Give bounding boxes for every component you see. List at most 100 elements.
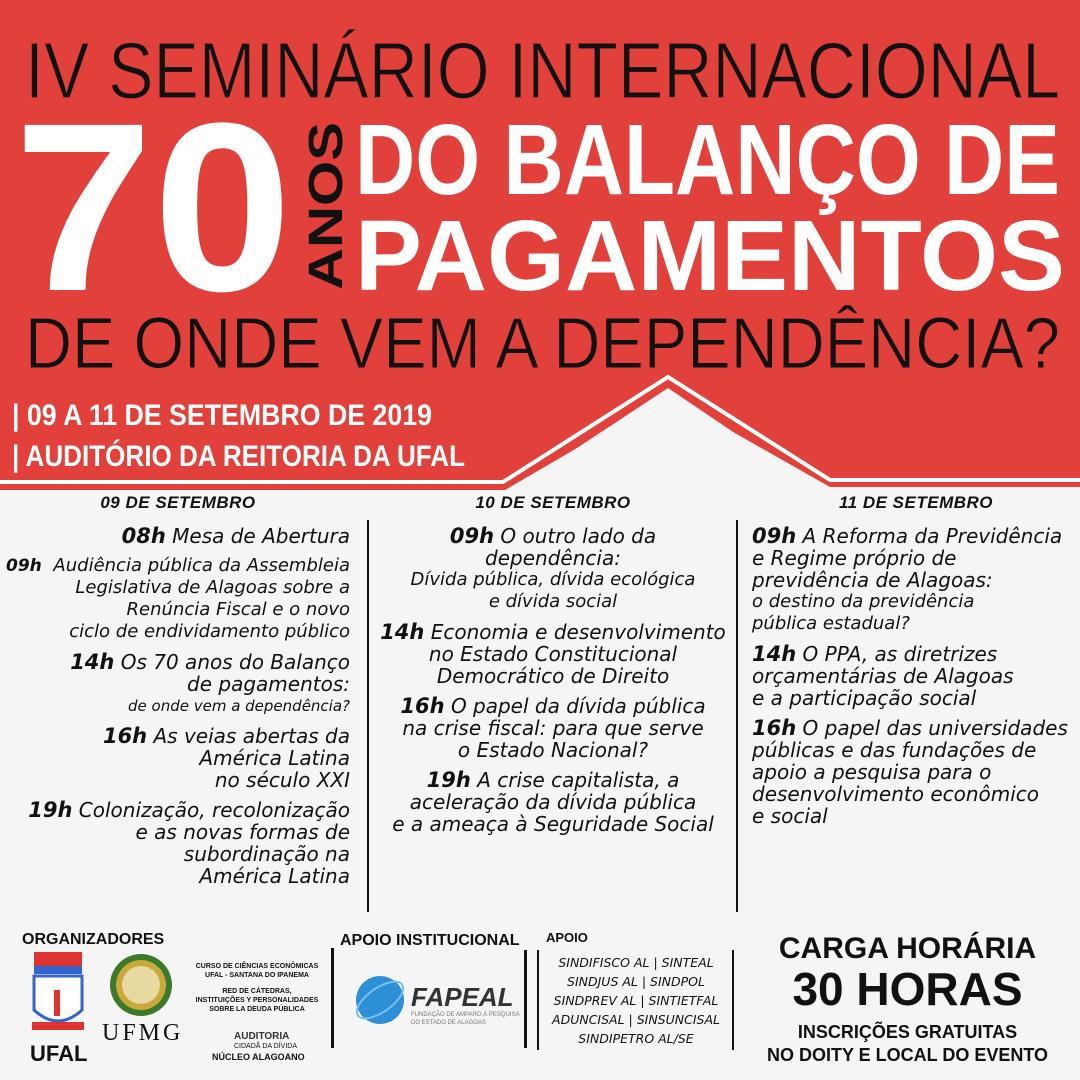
title-line2: PAGAMENTOS: [355, 200, 1065, 312]
session-title-line: no Estado Constitucional: [372, 643, 734, 665]
ufmg-seal: [110, 954, 172, 1016]
session-title-line: Renúncia Fiscal e o novo: [6, 599, 350, 621]
schedule-day-3: 11 DE SETEMBRO 09h A Reforma da Previdênc…: [752, 493, 1080, 835]
title-line1: DO BALANÇO DE: [355, 104, 1060, 216]
session-time: 14h: [752, 642, 797, 666]
session-text: e social: [752, 804, 828, 828]
day-heading: 09 DE SETEMBRO: [100, 493, 256, 512]
session-text: o Estado Nacional?: [457, 738, 649, 762]
session-time: 14h: [70, 650, 115, 674]
apoio-item: SINDIFISCO AL | SINTEAL: [558, 955, 714, 970]
session-text: aceleração da dívida pública: [409, 790, 697, 814]
session-title-line: América Latina: [6, 747, 350, 769]
session-text: subordinação na: [183, 842, 350, 866]
organizadores-label: ORGANIZADORES: [22, 931, 165, 948]
banner-notch: [510, 388, 822, 492]
ufmg-text: UFMG: [102, 1020, 184, 1046]
session-text: no século XXI: [214, 768, 350, 792]
session-time: 19h: [28, 798, 73, 822]
session-text: O PPA, as diretrizes: [802, 642, 998, 666]
session-title-line: Democrático de Direito: [372, 665, 734, 687]
inscricoes-line1: INSCRIÇÕES GRATUITAS: [797, 1022, 1018, 1042]
session-text: apoio a pesquisa para o: [752, 760, 992, 784]
session-title-line: orçamentárias de Alagoas: [752, 665, 1080, 687]
schedule-item: 09h O outro lado da dependência: Dívida pú…: [372, 525, 734, 613]
session-title-line: ciclo de endividamento público: [6, 621, 350, 643]
session-subtitle-line: e dívida social: [488, 591, 618, 612]
session-text: Renúncia Fiscal e o novo: [126, 599, 350, 620]
session-title-line: o Estado Nacional?: [372, 739, 734, 761]
session-text: Colonização, recolonização: [78, 798, 350, 822]
session-text: dependência:: [485, 546, 621, 570]
apoio-right-bar: [732, 950, 734, 1050]
session-title-line: apoio a pesquisa para o: [752, 761, 1080, 783]
session-title-line: 19h A crise capitalista, a: [372, 769, 734, 791]
schedule-item: 14h Os 70 anos do Balanço de pagamentos: d…: [6, 651, 350, 717]
session-text: na crise fiscal: para que serve: [402, 716, 704, 740]
day-heading: 11 DE SETEMBRO: [838, 493, 994, 512]
session-text: América Latina: [199, 864, 350, 888]
session-text: A crise capitalista, a: [477, 768, 680, 792]
session-text: Democrático de Direito: [436, 664, 670, 688]
auditoria-logo: AUDITORIA CIDADÃ DA DÍVIDA NÚCLEO ALAGOA…: [212, 1031, 305, 1063]
ufal-logo: [32, 952, 84, 1030]
total-hours: 30 HORAS: [792, 963, 1023, 1015]
session-time: 16h: [102, 724, 148, 748]
session-title-line: 16h O papel da dívida pública: [372, 695, 734, 717]
session-text: A Reforma da Previdência: [802, 524, 1063, 548]
fapeal-globe-icon: [355, 976, 405, 1024]
fapeal-name: FAPEAL: [411, 982, 514, 1012]
session-text: O papel das universidades: [802, 716, 1068, 740]
session-text: O outro lado da: [500, 524, 657, 548]
session-text: e a ameaça à Seguridade Social: [392, 812, 714, 836]
session-subtitle-line: pública estadual?: [752, 613, 910, 634]
schedule-item: 14h O PPA, as diretrizes orçamentárias de…: [752, 643, 1080, 709]
session-title-line: previdência de Alagoas:: [752, 569, 1080, 591]
session-title-line: dependência:: [372, 547, 734, 569]
session-text: públicas e das fundações de: [752, 738, 1037, 762]
schedule-item: 16h As veias abertas da América Latina no …: [6, 725, 350, 791]
session-title-line: 09h O outro lado da: [372, 525, 734, 547]
schedule-item: 16h O papel da dívida pública na crise fi…: [372, 695, 734, 761]
schedule-item: 09h A Reforma da Previdência e Regime pró…: [752, 525, 1080, 635]
session-time: 14h: [380, 620, 425, 644]
apoio-left-bar: [537, 950, 539, 1050]
apoio-item: ADUNCISAL | SINSUNCISAL: [552, 1012, 720, 1027]
session-subtitle-line: Dívida pública, dívida ecológica: [410, 569, 696, 590]
session-text: Mesa de Abertura: [172, 524, 350, 548]
apoio-label: APOIO: [546, 930, 588, 945]
event-venue: | AUDITÓRIO DA REITORIA DA UFAL: [12, 439, 465, 473]
red-banner: [0, 0, 1080, 490]
schedule-item: 16h O papel das universidades públicas e …: [752, 717, 1080, 827]
schedule-item: 09h Audiência pública da Assembleia Legis…: [6, 555, 350, 643]
session-title-line: na crise fiscal: para que serve: [372, 717, 734, 739]
session-title-line: aceleração da dívida pública: [372, 791, 734, 813]
ufal-text: UFAL: [30, 1041, 88, 1066]
session-title-line: de pagamentos:: [6, 673, 350, 695]
footer-divider: [331, 948, 334, 1048]
session-title-line: 14h Economia e desenvolvimento: [372, 621, 734, 643]
apoio-list: SINDIFISCO AL | SINTEAL SINDJUS AL | SIND…: [541, 953, 731, 1048]
red-catedras-text: RED DE CÁTEDRAS, INSTITUIÇÕES Y PERSONALI…: [195, 988, 319, 1013]
session-title-line: 14h Os 70 anos do Balanço: [6, 651, 350, 673]
session-time: 19h: [426, 768, 471, 792]
apoio-item: SINDJUS AL | SINDPOL: [567, 974, 705, 989]
session-subtitle-line: de onde vem a dependência?: [128, 697, 350, 715]
day-heading: 10 DE SETEMBRO: [475, 493, 631, 512]
session-title-line: 19h Colonização, recolonização: [6, 799, 350, 821]
session-title-line: subordinação na: [6, 843, 350, 865]
inscricoes-line2: NO DOITY E LOCAL DO EVENTO: [766, 1045, 1049, 1065]
session-text: Os 70 anos do Balanço: [120, 650, 350, 674]
schedule-item: 08h Mesa de Abertura: [6, 525, 350, 547]
schedule-day-2: 10 DE SETEMBRO 09h O outro lado da dependê…: [372, 493, 734, 843]
column-divider: [367, 520, 369, 912]
session-title-line: 16h As veias abertas da: [6, 725, 350, 747]
session-title-line: e as novas formas de: [6, 821, 351, 843]
session-title-line: 16h O papel das universidades: [752, 717, 1080, 739]
curso-text: CURSO DE CIÊNCIAS ECONÔMICAS UFAL - SANTA…: [195, 963, 319, 979]
session-time: 16h: [400, 694, 445, 718]
apoio-item: SINDPREV AL | SINTIETFAL: [553, 993, 719, 1008]
session-text: no Estado Constitucional: [428, 642, 678, 666]
subtitle-question: DE ONDE VEM A DEPENDÊNCIA?: [25, 304, 1060, 384]
schedule-item: 19h Colonização, recolonização e as novas…: [6, 799, 350, 887]
